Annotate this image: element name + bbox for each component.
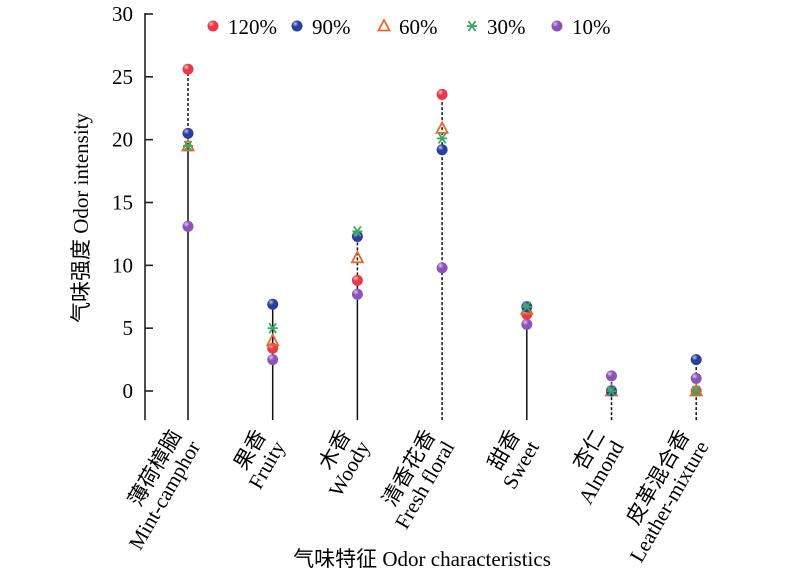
y-tick-label: 5 bbox=[123, 316, 134, 340]
data-point-30pct bbox=[521, 301, 532, 313]
data-point-90pct bbox=[690, 354, 702, 366]
data-point-30pct bbox=[183, 140, 193, 152]
data-point-30pct-stroke bbox=[268, 322, 277, 334]
legend-marker bbox=[291, 20, 303, 32]
data-point-30pct bbox=[437, 132, 448, 144]
legend-label: 60% bbox=[399, 15, 438, 39]
data-point-90pct bbox=[436, 144, 448, 156]
legend-marker-shine bbox=[291, 20, 303, 32]
data-point-10pct-shine bbox=[351, 288, 363, 300]
data-point-90pct-shine bbox=[690, 354, 702, 366]
y-tick-label: 30 bbox=[112, 2, 133, 26]
data-point-30pct-stroke bbox=[607, 385, 616, 397]
data-point-10pct bbox=[690, 372, 702, 384]
legend-marker bbox=[467, 20, 477, 32]
data-point-60pct bbox=[350, 249, 365, 264]
data-point-30pct bbox=[606, 385, 617, 397]
data-point-90pct-shine bbox=[436, 144, 448, 156]
data-point-10pct bbox=[606, 370, 617, 382]
data-point-10pct bbox=[521, 318, 533, 330]
legend-marker-shine bbox=[207, 20, 219, 32]
legend-marker-shine bbox=[551, 20, 563, 32]
legend-label: 90% bbox=[312, 15, 351, 39]
data-point-10pct-shine bbox=[267, 354, 279, 366]
data-point-30pct-stroke bbox=[691, 385, 701, 397]
data-point-120pct bbox=[351, 274, 363, 286]
data-point-90pct bbox=[267, 298, 279, 310]
data-point-10pct-shine bbox=[182, 220, 194, 232]
data-point-120pct-shine bbox=[436, 88, 448, 100]
legend: 120% 90% 60% 30% 10% bbox=[207, 15, 611, 39]
legend-label: 30% bbox=[487, 15, 526, 39]
data-point-30pct bbox=[691, 385, 702, 397]
legend-marker bbox=[377, 18, 391, 32]
data-point-120pct-shine bbox=[351, 274, 363, 286]
legend-label: 120% bbox=[228, 15, 277, 39]
y-tick-label: 10 bbox=[112, 253, 133, 277]
data-point-30pct-stroke bbox=[522, 301, 532, 313]
data-point-90pct-shine bbox=[267, 298, 279, 310]
y-axis-label: 气味强度 Odor intensity bbox=[69, 113, 93, 323]
y-tick-label: 20 bbox=[112, 128, 133, 152]
data-point-120pct bbox=[436, 88, 448, 100]
data-points bbox=[181, 63, 704, 397]
x-axis-label: 气味特征 Odor characteristics bbox=[293, 547, 551, 571]
y-tick-label: 0 bbox=[123, 379, 134, 403]
data-point-90pct bbox=[182, 127, 194, 139]
data-point-10pct bbox=[182, 220, 194, 232]
data-point-30pct bbox=[352, 225, 363, 237]
data-point-90pct bbox=[351, 230, 363, 242]
data-point-10pct bbox=[351, 288, 363, 300]
legend-marker bbox=[551, 20, 563, 32]
y-tick-label: 25 bbox=[112, 65, 133, 89]
data-point-10pct-shine bbox=[606, 370, 617, 382]
data-point-60pct bbox=[265, 332, 280, 347]
data-point-120pct-shine bbox=[182, 63, 194, 75]
y-tick-label: 15 bbox=[112, 191, 133, 215]
data-point-10pct-shine bbox=[690, 372, 702, 384]
data-point-10pct bbox=[267, 354, 279, 366]
data-point-10pct-shine bbox=[436, 262, 448, 274]
data-point-120pct bbox=[182, 63, 194, 75]
data-point-30pct-stroke bbox=[353, 225, 362, 237]
data-point-10pct bbox=[436, 262, 448, 274]
data-point-90pct-shine bbox=[351, 230, 363, 242]
legend-marker-stroke bbox=[467, 20, 477, 32]
data-point-30pct-stroke bbox=[183, 140, 193, 152]
data-point-90pct-shine bbox=[182, 127, 194, 139]
data-point-30pct bbox=[267, 322, 278, 334]
data-point-60pct bbox=[435, 120, 450, 134]
legend-label: 10% bbox=[572, 15, 611, 39]
data-point-10pct-shine bbox=[521, 318, 533, 330]
legend-marker bbox=[207, 20, 219, 32]
data-point-30pct-stroke bbox=[437, 132, 447, 144]
